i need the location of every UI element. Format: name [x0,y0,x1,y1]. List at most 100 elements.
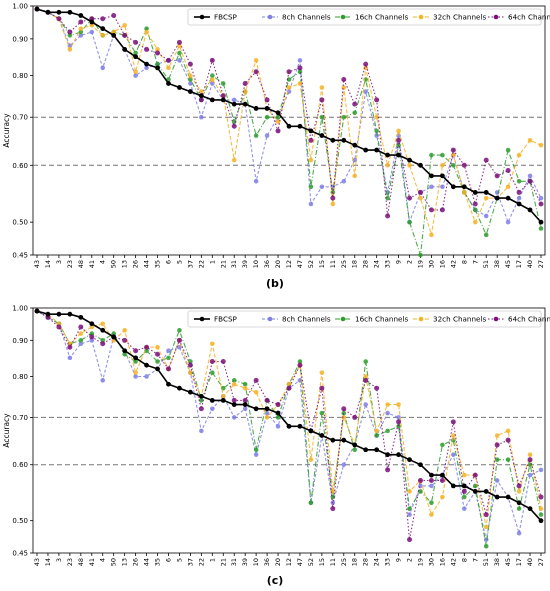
x-tick-label: 19 [416,260,424,268]
data-point [472,207,478,213]
data-point [122,351,127,357]
x-tick-label: 19 [416,558,424,566]
x-tick-label: 16 [438,260,446,268]
data-point [133,39,139,45]
x-tick-label: 39 [241,558,249,566]
x-tick-label: 31 [230,558,238,566]
data-point [67,311,73,317]
data-point [417,189,423,195]
data-point [352,173,358,179]
data-point [166,348,171,354]
data-point [264,97,270,103]
data-point [516,152,522,158]
data-point [516,489,522,494]
data-point [341,137,347,143]
x-tick-label: 12 [285,558,293,566]
data-point [198,406,204,412]
data-point [385,195,390,201]
data-point [308,457,314,462]
data-point [253,133,259,138]
data-point [198,97,204,103]
data-point [199,428,204,434]
data-point [286,423,292,429]
data-point [439,207,445,213]
data-point [242,101,248,107]
data-point [462,190,467,195]
data-point [472,219,478,225]
x-tick-label: 3 [55,558,63,562]
data-point [429,472,434,478]
data-point [461,483,467,489]
data-point [210,73,215,78]
data-point [231,123,237,129]
data-point [198,93,204,99]
data-point [374,385,380,391]
data-point [297,359,303,364]
x-tick-label: 42 [449,260,457,268]
x-tick-label: 1 [208,558,216,562]
data-point [516,500,522,506]
data-point [253,106,259,111]
data-point [538,506,544,511]
data-point [440,184,445,190]
x-tick-label: 43 [33,558,41,566]
data-point [210,77,215,82]
y-tick-label: 0.50 [12,517,28,525]
y-tick-label: 0.60 [12,461,28,469]
x-tick-label: 42 [449,558,457,566]
data-point [220,358,226,364]
data-point [429,232,434,238]
data-point [418,252,423,258]
data-point [297,65,303,71]
data-point [472,190,478,195]
x-tick-label: 10 [252,260,260,268]
data-point [177,43,182,49]
data-point [231,381,237,387]
x-tick-label: 35 [154,558,162,566]
data-point [505,147,511,153]
data-point [231,378,237,383]
data-point [439,472,445,478]
x-tick-label: 5 [175,558,183,562]
data-point [198,393,204,399]
data-point [505,195,511,201]
data-point [188,77,193,82]
data-point [155,344,160,350]
data-point [308,137,314,143]
x-tick-label: 14 [44,260,52,268]
data-point [385,162,390,168]
x-tick-label: 9 [395,558,403,562]
data-point [527,506,533,512]
data-point [78,26,84,31]
x-tick-label: 23 [66,558,74,566]
data-point [417,477,423,483]
data-point [231,157,237,163]
data-point [177,385,182,391]
data-point [330,201,336,207]
data-point [133,50,138,56]
y-axis-label: Accuracy [2,413,11,448]
data-point [253,406,259,412]
data-point [253,58,259,63]
data-point [275,119,281,125]
legend-label: 32ch Channels [433,13,486,22]
series-32ch-channels [34,308,544,530]
data-point [67,355,73,361]
x-tick-label: 27 [537,260,545,268]
data-point [253,447,259,453]
data-point [187,389,193,395]
plot-frame [32,5,546,256]
plot-frame [32,307,546,554]
x-tick-label: 28 [362,558,370,566]
data-point [155,47,160,52]
data-point [231,402,237,407]
data-point [538,518,544,524]
legend: FBCSP 8ch Channels 16ch Channels 32ch Chann… [187,310,550,328]
data-point [407,219,412,225]
data-point [231,415,237,420]
data-point [494,195,500,201]
data-point [461,488,467,494]
data-point [450,419,456,425]
data-point [286,77,292,82]
